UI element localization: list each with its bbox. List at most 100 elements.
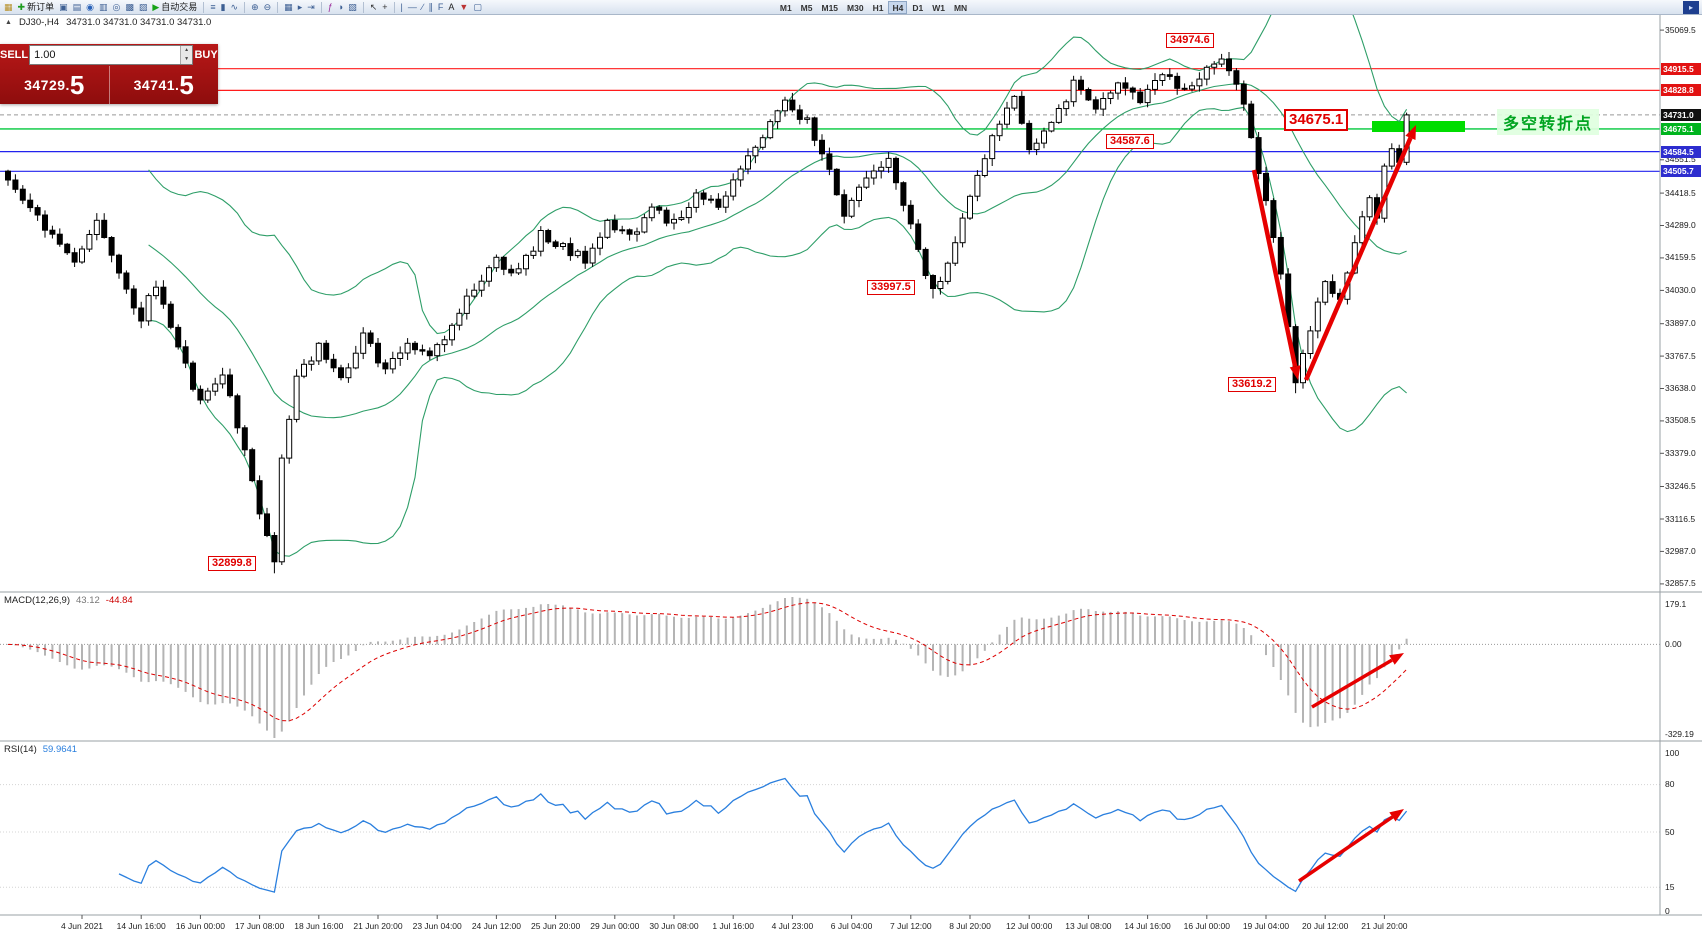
profiles-icon: ▤ [72, 1, 82, 12]
volume-box: ▲ ▼ [29, 45, 194, 65]
toolbar-separator [277, 1, 279, 13]
indicators-button[interactable]: ƒ [326, 1, 335, 14]
volume-input[interactable] [30, 49, 181, 61]
tile-windows-button[interactable]: ▦ [282, 1, 295, 14]
cursor-button[interactable]: ↖ [368, 1, 380, 14]
timeframe-m1[interactable]: M1 [779, 2, 792, 13]
toolbar-corner-button[interactable]: ▸ [1683, 0, 1699, 14]
rsi-level-lines [0, 784, 1660, 888]
bar-chart-mode-icon: ≡ [210, 1, 216, 12]
price-callout-label[interactable]: 34675.1 [1284, 109, 1349, 131]
trend-arrow-down[interactable] [1251, 169, 1301, 380]
horizontal-line-icon: — [407, 1, 417, 12]
indicators-icon: ƒ [327, 1, 333, 12]
candles-series [5, 52, 1410, 574]
bar-chart-mode-button[interactable]: ≡ [208, 1, 217, 14]
sell-price-big-digit: 5 [69, 70, 85, 100]
crosshair-button[interactable]: + [380, 1, 389, 14]
timeframe-h4[interactable]: H4 [888, 0, 908, 14]
chart-windows-icon: ▣ [59, 1, 68, 12]
arrow-objects-button[interactable]: ▼ [457, 1, 470, 14]
profiles-button[interactable]: ▤ [71, 1, 84, 14]
auto-trading-button[interactable]: ▶ 自动交易 [150, 1, 199, 14]
fibonacci-icon: F [437, 1, 444, 12]
timeframe-m15[interactable]: M15 [821, 2, 839, 13]
market-watch-icon: ◉ [86, 1, 94, 12]
one-click-trade-panel: SELL ▲ ▼ BUY 34729.5 34741.5 [0, 44, 218, 104]
templates-button[interactable]: ▧ [346, 1, 359, 14]
shapes-button[interactable]: ▢ [471, 1, 484, 14]
tile-windows-icon: ▦ [284, 1, 293, 12]
auto-scroll-button[interactable]: ▸ [296, 1, 305, 14]
arrow-objects-icon: ▼ [459, 1, 469, 12]
market-watch-button[interactable]: ◉ [84, 1, 96, 14]
timeframe-h1[interactable]: H1 [872, 2, 884, 13]
chart-shift-button[interactable]: ⇥ [305, 1, 317, 14]
toolbar-separator [320, 1, 322, 13]
toolbar: ▦ ✚ 新订单 ▣ ▤ ◉ ▥ ◎ ▩ ▨ ▶ 自动交易 ≡ ▮ ∿ ⊕ ⊖ ▦ ▸ ⇥ ƒ ◑ ▧ ↖ + | — ∕ ∥ F A ▼ ▢ M1… [0, 0, 1702, 15]
periods-icon: ◑ [337, 1, 344, 12]
strategy-tester-button[interactable]: ▨ [137, 1, 150, 14]
macd-histogram [7, 597, 1408, 738]
buy-price: 34741. [133, 77, 180, 93]
zoom-out-button[interactable]: ⊖ [262, 1, 274, 14]
price-callout-label[interactable]: 33997.5 [867, 280, 915, 295]
trend-arrow-up[interactable] [1303, 125, 1416, 381]
auto-scroll-icon: ▸ [297, 1, 303, 12]
equidistant-channel-button[interactable]: ∥ [426, 1, 435, 14]
terminal-icon: ▩ [125, 1, 134, 12]
toolbar-separator [203, 1, 205, 13]
horizontal-line-button[interactable]: — [406, 1, 419, 14]
chart-windows-button[interactable]: ▣ [57, 1, 70, 14]
sell-price: 34729. [24, 77, 70, 93]
text-label-button[interactable]: A [446, 1, 456, 14]
timeframe-m30[interactable]: M30 [847, 2, 864, 13]
new-chart-button[interactable]: ▦ [2, 1, 15, 14]
periods-button[interactable]: ◑ [336, 1, 345, 14]
sell-label: SELL [0, 49, 29, 61]
terminal-button[interactable]: ▩ [123, 1, 136, 14]
vertical-line-button[interactable]: | [399, 1, 405, 14]
line-chart-mode-button[interactable]: ∿ [229, 1, 241, 14]
new-chart-icon: ▦ [4, 1, 13, 12]
rsi-trend-arrow[interactable] [1298, 809, 1404, 883]
price-callout-label[interactable]: 32899.8 [208, 556, 256, 571]
price-callout-label[interactable]: 34974.6 [1166, 33, 1214, 48]
buy-button[interactable]: 34741. 5 [110, 66, 219, 104]
candlestick-mode-icon: ▮ [220, 1, 226, 12]
price-callout-label[interactable]: 33619.2 [1228, 377, 1276, 392]
crosshair-icon: + [382, 1, 388, 12]
timeframe-w1[interactable]: W1 [932, 2, 945, 13]
macd-indicator-label: MACD(12,26,9) 43.12 -44.84 [4, 595, 133, 606]
templates-icon: ▧ [348, 1, 357, 12]
zoom-in-icon: ⊕ [251, 1, 259, 12]
macd-trend-arrow[interactable] [1311, 653, 1404, 709]
timeframe-d1[interactable]: D1 [912, 2, 924, 13]
timeframe-mn[interactable]: MN [953, 2, 968, 13]
turning-point-text-object[interactable]: 多空转折点 [1497, 109, 1600, 135]
new-order-button[interactable]: ✚ 新订单 [16, 1, 57, 14]
timeframe-m5[interactable]: M5 [800, 2, 813, 13]
volume-down-button[interactable]: ▼ [181, 55, 193, 64]
pivot-highlight-bar[interactable] [1372, 121, 1465, 132]
new-order-label: 新订单 [27, 1, 55, 12]
toolbar-separator [244, 1, 246, 13]
fibonacci-button[interactable]: F [436, 1, 446, 14]
trendline-button[interactable]: ∕ [420, 1, 426, 14]
horizontal-level-lines[interactable] [0, 68, 1660, 172]
rsi-line [118, 777, 1408, 893]
price-callout-label[interactable]: 34587.6 [1106, 134, 1154, 149]
chart-marker-icon: ▲ [5, 19, 12, 26]
text-label-icon: A [448, 1, 455, 12]
chart-ohlc-values: 34731.0 34731.0 34731.0 34731.0 [66, 17, 212, 28]
toolbar-separator [362, 1, 364, 13]
rsi-name: RSI(14) [4, 744, 37, 755]
volume-up-button[interactable]: ▲ [181, 46, 193, 55]
zoom-in-button[interactable]: ⊕ [249, 1, 261, 14]
data-window-button[interactable]: ▥ [97, 1, 110, 14]
navigator-button[interactable]: ◎ [110, 1, 122, 14]
sell-button[interactable]: 34729. 5 [0, 66, 109, 104]
candlestick-mode-button[interactable]: ▮ [219, 1, 228, 14]
